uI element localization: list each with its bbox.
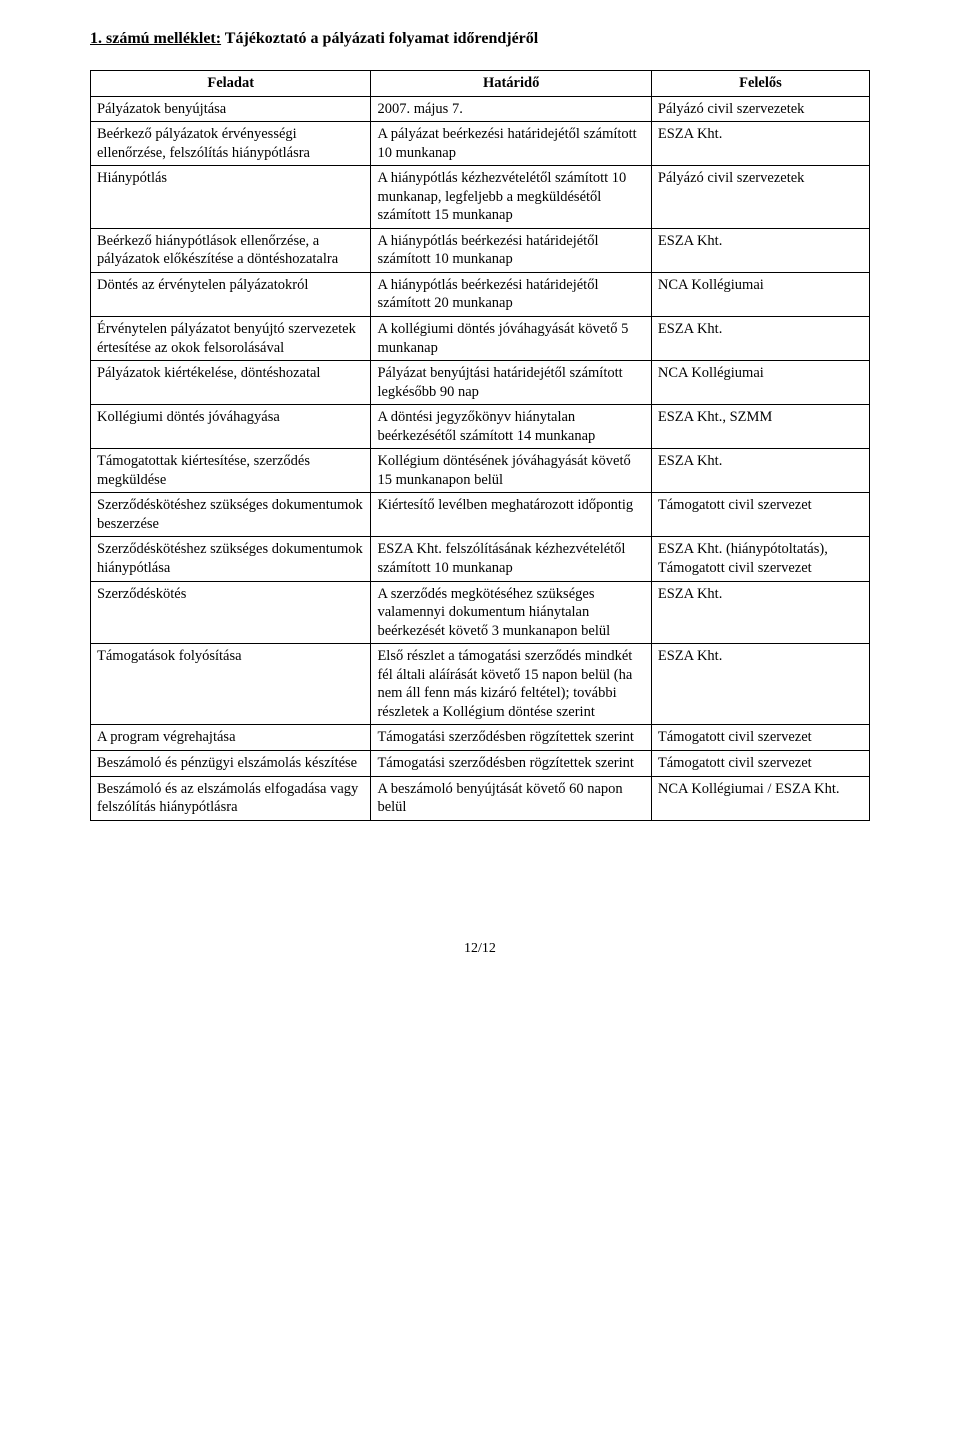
cell-feladat: Hiánypótlás bbox=[91, 166, 371, 229]
cell-hatarido: A kollégiumi döntés jóváhagyását követő … bbox=[371, 317, 651, 361]
title-prefix: 1. számú melléklet: bbox=[90, 30, 221, 47]
cell-hatarido: Támogatási szerződésben rögzítettek szer… bbox=[371, 750, 651, 776]
cell-felelos: NCA Kollégiumai bbox=[651, 272, 869, 316]
col-header-feladat: Feladat bbox=[91, 71, 371, 97]
table-row: Érvénytelen pályázatot benyújtó szerveze… bbox=[91, 317, 870, 361]
cell-feladat: Szerződéskötéshez szükséges dokumentumok… bbox=[91, 493, 371, 537]
table-row: Pályázatok benyújtása2007. május 7.Pályá… bbox=[91, 96, 870, 122]
cell-hatarido: A hiánypótlás beérkezési határidejétől s… bbox=[371, 228, 651, 272]
cell-felelos: ESZA Kht. bbox=[651, 644, 869, 725]
cell-hatarido: A pályázat beérkezési határidejétől szám… bbox=[371, 122, 651, 166]
cell-feladat: Szerződéskötéshez szükséges dokumentumok… bbox=[91, 537, 371, 581]
table-row: Kollégiumi döntés jóváhagyásaA döntési j… bbox=[91, 405, 870, 449]
table-row: Szerződéskötéshez szükséges dokumentumok… bbox=[91, 537, 870, 581]
cell-feladat: Érvénytelen pályázatot benyújtó szerveze… bbox=[91, 317, 371, 361]
cell-hatarido: ESZA Kht. felszólításának kézhezvételétő… bbox=[371, 537, 651, 581]
cell-felelos: ESZA Kht. bbox=[651, 581, 869, 644]
cell-felelos: ESZA Kht. bbox=[651, 317, 869, 361]
cell-feladat: Beszámoló és pénzügyi elszámolás készíté… bbox=[91, 750, 371, 776]
cell-feladat: Szerződéskötés bbox=[91, 581, 371, 644]
table-row: Beszámoló és az elszámolás elfogadása va… bbox=[91, 776, 870, 820]
page-number: 12/12 bbox=[90, 941, 870, 957]
cell-felelos: Támogatott civil szervezet bbox=[651, 725, 869, 751]
cell-feladat: Támogatottak kiértesítése, szerződés meg… bbox=[91, 449, 371, 493]
table-row: A program végrehajtásaTámogatási szerződ… bbox=[91, 725, 870, 751]
cell-feladat: Pályázatok kiértékelése, döntéshozatal bbox=[91, 361, 371, 405]
cell-hatarido: A hiánypótlás kézhezvételétől számított … bbox=[371, 166, 651, 229]
cell-feladat: Támogatások folyósítása bbox=[91, 644, 371, 725]
table-row: Beérkező pályázatok érvényességi ellenőr… bbox=[91, 122, 870, 166]
table-header-row: Feladat Határidő Felelős bbox=[91, 71, 870, 97]
table-row: Beérkező hiánypótlások ellenőrzése, a pá… bbox=[91, 228, 870, 272]
page-title: 1. számú melléklet: Tájékoztató a pályáz… bbox=[90, 30, 870, 48]
cell-felelos: ESZA Kht. bbox=[651, 122, 869, 166]
cell-hatarido: 2007. május 7. bbox=[371, 96, 651, 122]
cell-felelos: ESZA Kht., SZMM bbox=[651, 405, 869, 449]
table-row: Szerződéskötéshez szükséges dokumentumok… bbox=[91, 493, 870, 537]
table-row: Támogatottak kiértesítése, szerződés meg… bbox=[91, 449, 870, 493]
cell-feladat: Döntés az érvénytelen pályázatokról bbox=[91, 272, 371, 316]
cell-hatarido: A döntési jegyzőkönyv hiánytalan beérkez… bbox=[371, 405, 651, 449]
cell-felelos: Pályázó civil szervezetek bbox=[651, 166, 869, 229]
cell-felelos: ESZA Kht. bbox=[651, 449, 869, 493]
cell-hatarido: Támogatási szerződésben rögzítettek szer… bbox=[371, 725, 651, 751]
cell-felelos: Támogatott civil szervezet bbox=[651, 493, 869, 537]
cell-feladat: Beérkező pályázatok érvényességi ellenőr… bbox=[91, 122, 371, 166]
cell-felelos: Pályázó civil szervezetek bbox=[651, 96, 869, 122]
cell-felelos: NCA Kollégiumai bbox=[651, 361, 869, 405]
cell-feladat: Beszámoló és az elszámolás elfogadása va… bbox=[91, 776, 371, 820]
cell-feladat: Pályázatok benyújtása bbox=[91, 96, 371, 122]
cell-hatarido: Első részlet a támogatási szerződés mind… bbox=[371, 644, 651, 725]
title-rest: Tájékoztató a pályázati folyamat időrend… bbox=[221, 30, 538, 47]
cell-feladat: Kollégiumi döntés jóváhagyása bbox=[91, 405, 371, 449]
cell-felelos: ESZA Kht. bbox=[651, 228, 869, 272]
table-row: Beszámoló és pénzügyi elszámolás készíté… bbox=[91, 750, 870, 776]
table-row: Döntés az érvénytelen pályázatokrólA hiá… bbox=[91, 272, 870, 316]
cell-feladat: A program végrehajtása bbox=[91, 725, 371, 751]
cell-hatarido: Pályázat benyújtási határidejétől számít… bbox=[371, 361, 651, 405]
cell-feladat: Beérkező hiánypótlások ellenőrzése, a pá… bbox=[91, 228, 371, 272]
table-row: Pályázatok kiértékelése, döntéshozatalPá… bbox=[91, 361, 870, 405]
table-row: SzerződéskötésA szerződés megkötéséhez s… bbox=[91, 581, 870, 644]
cell-felelos: NCA Kollégiumai / ESZA Kht. bbox=[651, 776, 869, 820]
cell-hatarido: Kollégium döntésének jóváhagyását követő… bbox=[371, 449, 651, 493]
cell-felelos: Támogatott civil szervezet bbox=[651, 750, 869, 776]
cell-hatarido: A beszámoló benyújtását követő 60 napon … bbox=[371, 776, 651, 820]
cell-felelos: ESZA Kht. (hiánypótoltatás), Támogatott … bbox=[651, 537, 869, 581]
table-row: HiánypótlásA hiánypótlás kézhezvételétől… bbox=[91, 166, 870, 229]
cell-hatarido: A szerződés megkötéséhez szükséges valam… bbox=[371, 581, 651, 644]
cell-hatarido: A hiánypótlás beérkezési határidejétől s… bbox=[371, 272, 651, 316]
table-row: Támogatások folyósításaElső részlet a tá… bbox=[91, 644, 870, 725]
col-header-felelos: Felelős bbox=[651, 71, 869, 97]
col-header-hatarido: Határidő bbox=[371, 71, 651, 97]
schedule-table: Feladat Határidő Felelős Pályázatok beny… bbox=[90, 70, 870, 821]
cell-hatarido: Kiértesítő levélben meghatározott időpon… bbox=[371, 493, 651, 537]
